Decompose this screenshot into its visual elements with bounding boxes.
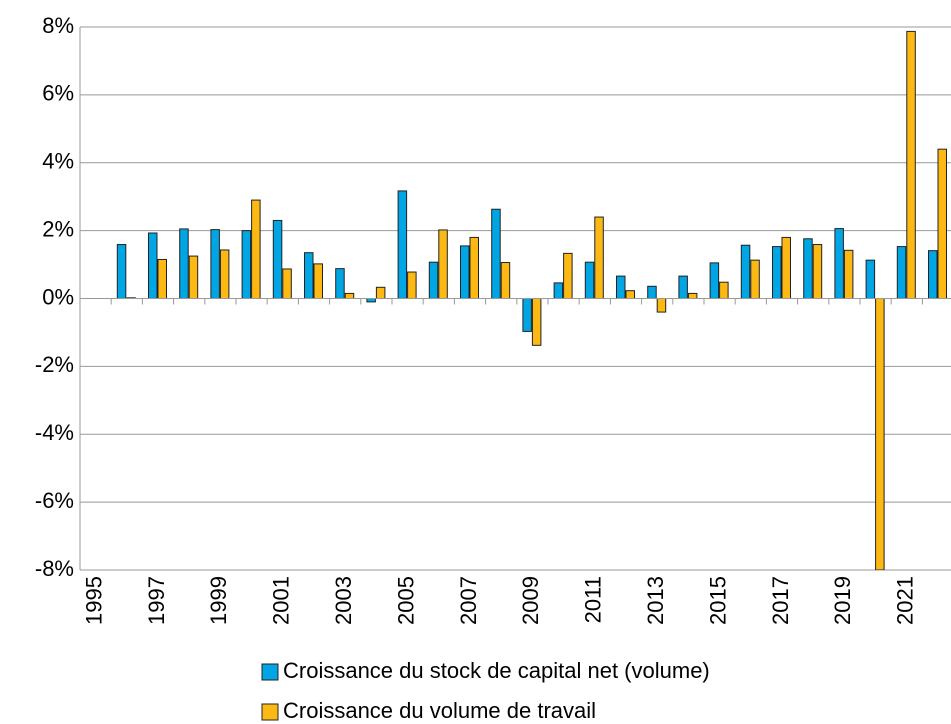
y-tick-label: -8% [35, 556, 74, 581]
bar [282, 268, 292, 299]
bar [460, 245, 470, 300]
bar [397, 190, 408, 299]
bar [241, 230, 252, 299]
bar [781, 236, 791, 300]
x-tick-label: 2003 [331, 576, 356, 625]
bar [656, 298, 667, 313]
bar [616, 275, 626, 300]
bar [219, 249, 230, 299]
x-tick-label: 2013 [643, 576, 668, 625]
bar [928, 250, 938, 300]
bar [772, 246, 782, 299]
bar [865, 259, 876, 300]
bar [937, 148, 947, 299]
bar [500, 262, 511, 299]
bar [210, 229, 220, 299]
x-tick-label: 2017 [768, 576, 793, 625]
axes: -8% -6% -4% -2% 0% 2% 4% 6% 8% 1995 1997 1999 2001 20… [35, 13, 951, 625]
bar [366, 298, 376, 303]
x-tick-label: 1999 [206, 576, 231, 625]
bar [687, 292, 698, 299]
bar [179, 228, 189, 300]
y-tick-label: -4% [35, 420, 74, 445]
bar [594, 216, 604, 299]
x-tick-label: 1997 [144, 576, 169, 625]
bar [428, 261, 439, 300]
bar [116, 244, 127, 299]
x-tick-label: 2001 [269, 576, 294, 625]
x-tick-label: 2019 [830, 576, 855, 625]
bar [188, 255, 199, 299]
x-tick-label: 2011 [581, 576, 606, 623]
x-tick-label: 2007 [456, 576, 481, 625]
bar [344, 292, 355, 299]
bar [812, 244, 823, 299]
bar [469, 236, 479, 300]
bar [491, 208, 501, 299]
bar [304, 252, 314, 299]
bar [678, 275, 688, 300]
bar [843, 249, 854, 299]
bar [563, 252, 573, 300]
y-tick-label: 6% [42, 81, 74, 106]
bar [148, 232, 158, 299]
bar [157, 258, 167, 299]
legend: Croissance du stock de capital net (volu… [261, 658, 710, 723]
bar [407, 271, 417, 299]
x-tick-label: 1995 [81, 576, 106, 625]
legend-swatch [261, 703, 279, 721]
y-tick-label: 0% [42, 284, 74, 309]
bar [375, 286, 386, 300]
x-tick-label: 2015 [705, 576, 730, 625]
bar [272, 219, 283, 300]
y-tick-label: 8% [42, 13, 74, 38]
bar [647, 285, 657, 300]
bar [438, 229, 448, 299]
x-tick-label: 2005 [393, 576, 418, 625]
bar [531, 298, 542, 346]
bar [906, 30, 916, 300]
bar [522, 298, 532, 332]
legend-swatch [261, 663, 279, 681]
bar [313, 263, 323, 300]
bar [553, 282, 564, 300]
bar [251, 199, 261, 299]
bar [719, 281, 729, 299]
bar [896, 246, 907, 299]
legend-label: Croissance du stock de capital net (volu… [283, 658, 710, 683]
bar [625, 290, 635, 299]
bar [875, 298, 885, 570]
bar [740, 244, 751, 299]
y-tick-label: -2% [35, 352, 74, 377]
bar [335, 268, 345, 300]
bar [584, 261, 595, 300]
y-tick-label: 4% [42, 149, 74, 174]
y-tick-label: -6% [35, 488, 74, 513]
legend-label: Croissance du volume de travail [283, 698, 596, 723]
bar [750, 259, 760, 300]
y-tick-label: 2% [42, 216, 74, 241]
bars [116, 30, 947, 570]
x-tick-label: 2009 [518, 576, 543, 625]
bar [709, 262, 720, 300]
bar [834, 228, 844, 299]
bar [803, 238, 813, 300]
x-tick-label: 2021 [893, 576, 918, 625]
